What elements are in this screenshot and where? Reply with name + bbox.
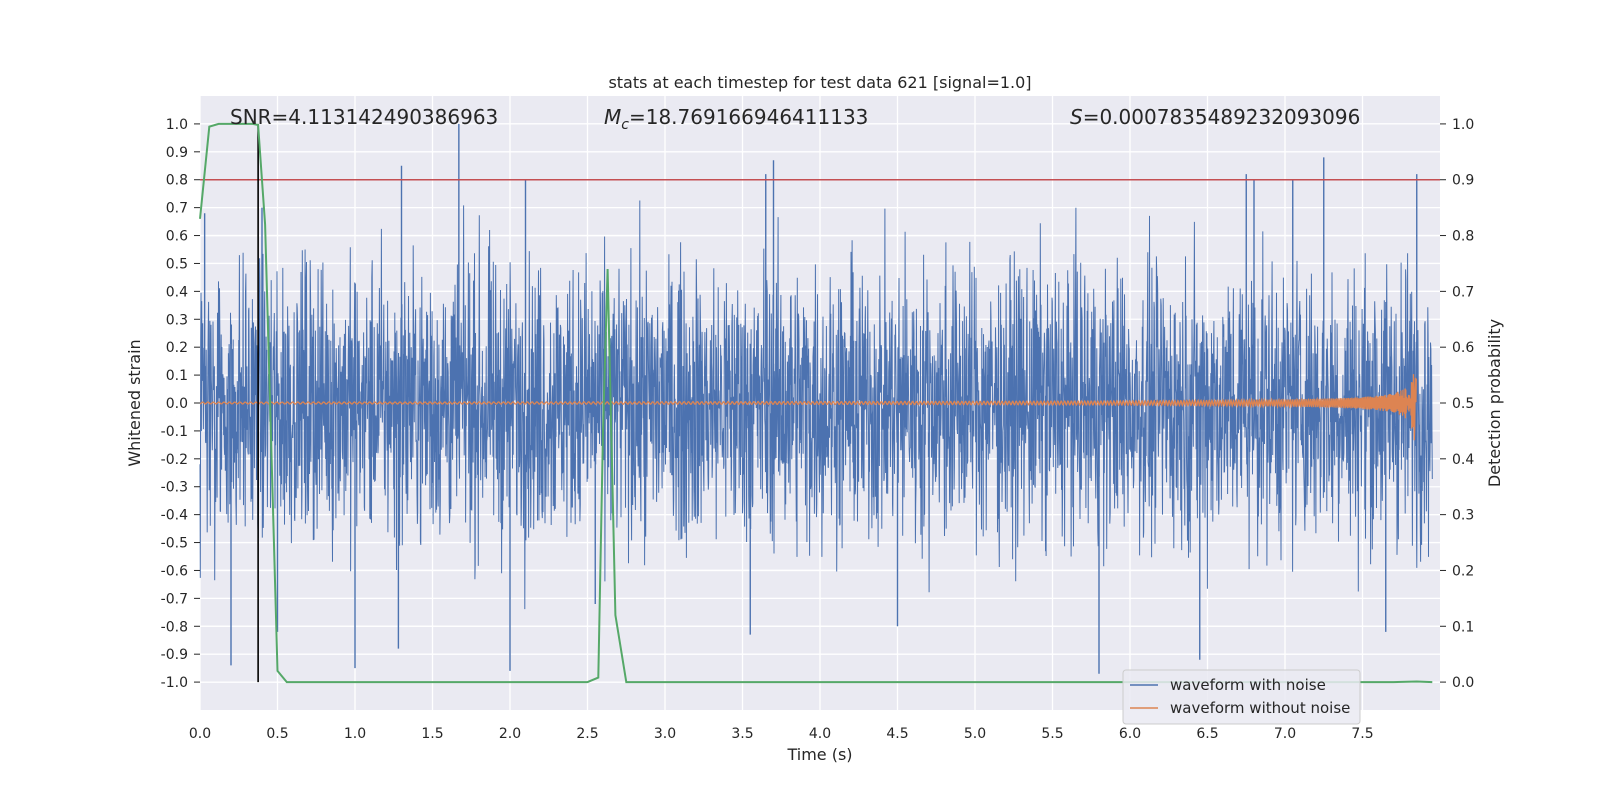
- s-symbol: S: [1070, 105, 1083, 129]
- y2-tick-label: 0.4: [1452, 452, 1474, 468]
- y-tick-label: -0.3: [161, 480, 188, 496]
- series-waveform-with-noise: [199, 200, 1433, 610]
- y-tick-label: 0.8: [166, 173, 188, 189]
- legend-box: [1122, 669, 1361, 725]
- mc-subscript: c: [621, 117, 629, 133]
- s-value: =0.0007835489232093096: [1083, 105, 1361, 129]
- mc-annotation: Mc=18.769166946411133: [604, 105, 868, 133]
- x-tick-label: 4.5: [886, 726, 908, 742]
- y-axis-label: Whitened strain: [125, 339, 144, 466]
- x-tick-label: 2.0: [499, 726, 521, 742]
- y2-tick-label: 0.5: [1452, 396, 1474, 412]
- x-axis-label: Time (s): [786, 745, 852, 764]
- y-tick-label: 0.0: [166, 396, 188, 412]
- x-tick-label: 3.5: [731, 726, 753, 742]
- chart-title: stats at each timestep for test data 621…: [608, 73, 1031, 92]
- x-tick-label: 5.0: [964, 726, 986, 742]
- y2-tick-label: 0.2: [1452, 563, 1474, 579]
- mc-symbol: M: [604, 105, 621, 129]
- legend-label-clean: waveform without noise: [1170, 699, 1350, 717]
- legend-label-noise: waveform with noise: [1170, 676, 1326, 694]
- y-tick-label: -0.2: [161, 452, 188, 468]
- y-tick-label: -0.7: [161, 591, 188, 607]
- x-tick-label: 4.0: [809, 726, 831, 742]
- y-tick-label: -0.8: [161, 619, 188, 635]
- y2-tick-label: 0.7: [1452, 284, 1474, 300]
- series-waveform-without-noise: [199, 374, 1417, 441]
- y-tick-label: 0.4: [166, 284, 188, 300]
- y-tick-label: -1.0: [161, 675, 188, 691]
- y-tick-label: -0.9: [161, 647, 188, 663]
- y2-tick-label: 0.8: [1452, 229, 1474, 245]
- y-tick-label: -0.1: [161, 424, 188, 440]
- y2-axis-label: Detection probability: [1485, 319, 1504, 487]
- x-tick-label: 0.0: [189, 726, 211, 742]
- y2-tick-label: 0.6: [1452, 340, 1474, 356]
- y2-tick-label: 0.3: [1452, 508, 1474, 524]
- s-annotation: S=0.0007835489232093096: [1070, 105, 1360, 129]
- y-tick-label: 0.1: [166, 368, 188, 384]
- y-tick-label: 0.2: [166, 340, 188, 356]
- y-tick-label: 0.7: [166, 201, 188, 217]
- x-tick-label: 2.5: [576, 726, 598, 742]
- y2-tick-label: 0.1: [1452, 619, 1474, 635]
- x-tick-label: 3.0: [654, 726, 676, 742]
- y2-tick-label: 0.0: [1452, 675, 1474, 691]
- y2-tick-label: 1.0: [1452, 117, 1474, 133]
- x-tick-label: 6.0: [1119, 726, 1141, 742]
- y-tick-label: 0.9: [166, 145, 188, 161]
- x-tick-label: 1.0: [344, 726, 366, 742]
- x-tick-label: 1.5: [421, 726, 443, 742]
- y2-tick-label: 0.9: [1452, 173, 1474, 189]
- y-tick-label: 1.0: [166, 117, 188, 133]
- x-tick-label: 7.0: [1274, 726, 1296, 742]
- y-tick-label: -0.5: [161, 536, 188, 552]
- axes: 0.0 0.5 1.0 1.5 2.0 2.5 3.0 3.5 4.0 4.5 5.0 5.5 6.0 6…: [161, 117, 1475, 742]
- y-tick-label: 0.6: [166, 229, 188, 245]
- x-tick-label: 0.5: [266, 726, 288, 742]
- x-tick-label: 5.5: [1041, 726, 1063, 742]
- y-tick-label: -0.6: [161, 563, 188, 579]
- y-tick-label: 0.3: [166, 312, 188, 328]
- mc-value: =18.769166946411133: [629, 105, 868, 129]
- x-tick-label: 7.5: [1351, 726, 1373, 742]
- legend: waveform with noise waveform without noi…: [1122, 669, 1361, 725]
- snr-annotation: SNR=4.113142490386963: [230, 105, 498, 129]
- x-tick-label: 6.5: [1196, 726, 1218, 742]
- y-tick-label: 0.5: [166, 256, 188, 272]
- y-tick-label: -0.4: [161, 508, 188, 524]
